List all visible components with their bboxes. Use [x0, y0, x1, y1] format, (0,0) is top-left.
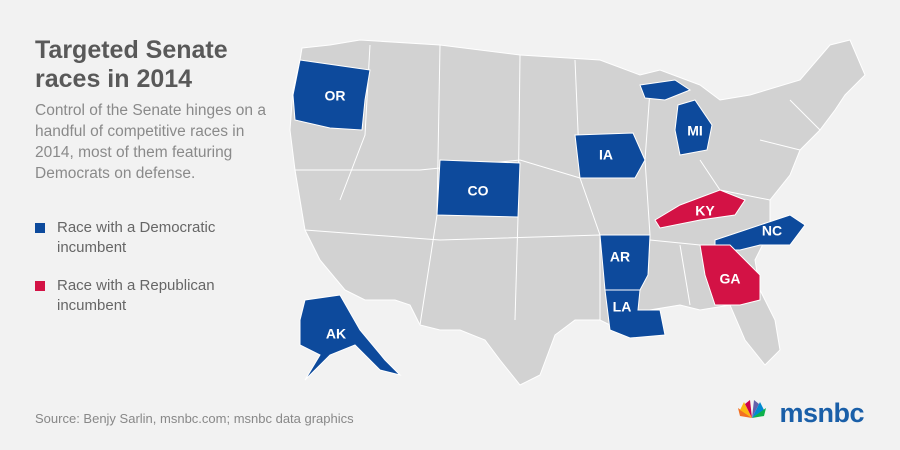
legend-label: Race with a Republican incumbent	[57, 277, 215, 314]
state-shape	[436, 159, 521, 218]
state-label: AK	[326, 326, 346, 342]
state-label: AR	[610, 249, 630, 265]
state-shape	[299, 294, 402, 381]
state-label: IA	[599, 147, 613, 163]
logo-peacock	[738, 400, 766, 418]
state-shape	[599, 234, 651, 291]
state-label: GA	[720, 271, 741, 287]
state-label: NC	[762, 223, 782, 239]
legend-item: Race with a Democratic incumbent	[35, 218, 265, 258]
state: IA	[574, 132, 646, 179]
state: AK	[299, 294, 402, 381]
state: MI	[639, 79, 713, 156]
legend-swatch	[35, 223, 45, 233]
state-label: LA	[613, 299, 632, 315]
state-shape	[574, 132, 646, 179]
state: GA	[699, 244, 761, 306]
title: Targeted Senate races in 2014	[35, 36, 228, 93]
legend-label: Race with a Democratic incumbent	[57, 219, 216, 256]
state: AR	[599, 234, 651, 291]
us-outline	[289, 39, 866, 386]
legend-item: Race with a Republican incumbent	[35, 276, 265, 316]
state-shape	[654, 189, 746, 229]
state-label: CO	[468, 183, 489, 199]
state-shape	[639, 79, 692, 101]
state: KY	[654, 189, 746, 229]
legend-swatch	[35, 281, 45, 291]
source: Source: Benjy Sarlin, msnbc.com; msnbc d…	[35, 411, 354, 426]
state: CO	[436, 159, 521, 218]
state-label: OR	[325, 88, 346, 104]
state-shape	[292, 59, 371, 131]
state-shape	[699, 244, 761, 306]
state-shape	[674, 99, 713, 156]
state: LA	[604, 289, 666, 339]
state: OR	[292, 59, 371, 131]
state-label: KY	[695, 203, 715, 219]
logo: msnbc	[779, 398, 864, 428]
state-shape	[604, 289, 666, 339]
state-label: MI	[687, 123, 703, 139]
subtitle: Control of the Senate hinges on a handfu…	[35, 102, 266, 182]
